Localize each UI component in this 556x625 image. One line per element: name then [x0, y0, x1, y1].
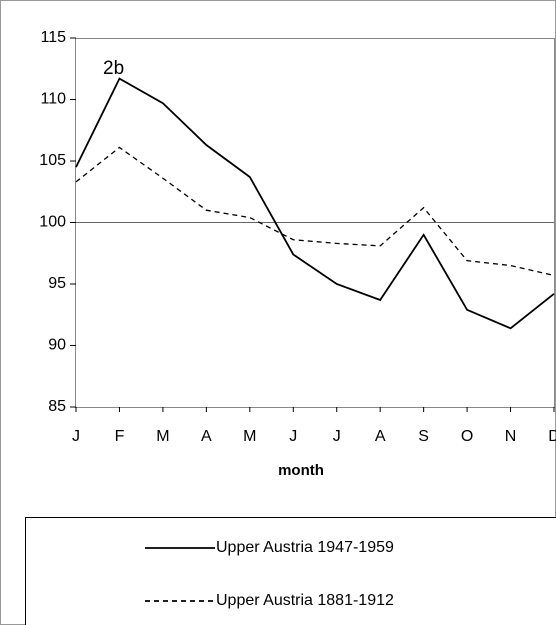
y-tick-label: 115	[40, 29, 66, 46]
x-tick-label: M	[243, 428, 256, 445]
y-tick-label: 90	[48, 337, 66, 354]
legend-label: Upper Austria 1947-1959	[216, 539, 394, 556]
annotation: 2b	[103, 58, 124, 79]
series-line	[75, 146, 555, 277]
x-tick-label: N	[505, 428, 517, 445]
x-tick-label: S	[418, 428, 429, 445]
x-tick-label: J	[333, 428, 341, 445]
x-tick-label: J	[72, 428, 80, 445]
legend-label: Upper Austria 1881-1912	[216, 592, 394, 609]
y-tick-label: 100	[39, 214, 66, 231]
y-tick-label: 105	[39, 152, 66, 169]
x-tick-label: F	[115, 428, 125, 445]
x-tick-label: O	[461, 428, 473, 445]
x-axis-title: month	[278, 462, 324, 479]
y-tick-label: 95	[48, 275, 66, 292]
legend	[25, 517, 556, 625]
x-tick-label: M	[156, 428, 169, 445]
x-tick-label: D	[548, 428, 556, 445]
x-tick-label: A	[375, 428, 386, 445]
x-tick-label: A	[201, 428, 212, 445]
y-tick-label: 85	[48, 398, 66, 415]
series-line	[75, 77, 555, 330]
y-tick-label: 110	[40, 91, 66, 108]
x-tick-label: J	[289, 428, 297, 445]
